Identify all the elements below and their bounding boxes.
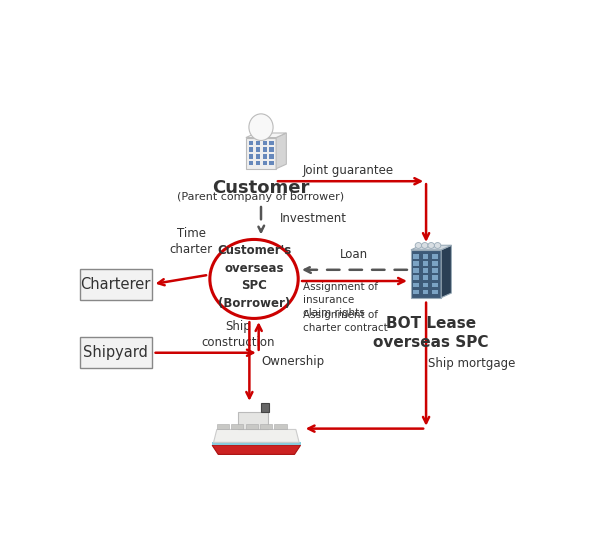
FancyArrowPatch shape (278, 178, 421, 184)
FancyArrowPatch shape (423, 302, 429, 423)
FancyBboxPatch shape (256, 154, 260, 159)
FancyBboxPatch shape (432, 261, 438, 266)
Text: Ownership: Ownership (261, 355, 324, 368)
Text: Ship mortgage: Ship mortgage (428, 356, 516, 370)
Text: Shipyard: Shipyard (83, 345, 148, 360)
Polygon shape (276, 133, 286, 168)
FancyBboxPatch shape (413, 282, 419, 287)
FancyBboxPatch shape (256, 161, 260, 165)
FancyBboxPatch shape (249, 161, 253, 165)
FancyBboxPatch shape (245, 424, 258, 429)
Circle shape (434, 242, 441, 248)
FancyBboxPatch shape (238, 412, 268, 429)
Polygon shape (212, 446, 301, 454)
FancyBboxPatch shape (423, 268, 428, 273)
Text: Time
charter: Time charter (170, 227, 213, 256)
FancyBboxPatch shape (423, 290, 428, 294)
FancyBboxPatch shape (432, 268, 438, 273)
FancyBboxPatch shape (80, 268, 152, 300)
FancyBboxPatch shape (413, 275, 419, 280)
Text: Assignment of
insurance
claim rights: Assignment of insurance claim rights (303, 282, 378, 318)
Ellipse shape (249, 114, 273, 140)
FancyBboxPatch shape (263, 140, 267, 145)
FancyBboxPatch shape (246, 138, 276, 168)
FancyBboxPatch shape (80, 337, 152, 368)
FancyBboxPatch shape (432, 254, 438, 259)
FancyBboxPatch shape (413, 254, 419, 259)
FancyBboxPatch shape (423, 282, 428, 287)
FancyArrowPatch shape (305, 267, 407, 273)
Polygon shape (441, 245, 451, 298)
FancyBboxPatch shape (260, 424, 272, 429)
FancyBboxPatch shape (261, 403, 269, 412)
Text: Customer: Customer (212, 179, 310, 197)
FancyBboxPatch shape (263, 161, 267, 165)
FancyBboxPatch shape (274, 424, 287, 429)
FancyBboxPatch shape (249, 140, 253, 145)
FancyArrowPatch shape (302, 278, 404, 284)
FancyBboxPatch shape (263, 147, 267, 152)
Text: BOT Lease
overseas SPC: BOT Lease overseas SPC (373, 316, 488, 350)
FancyBboxPatch shape (256, 147, 260, 152)
Text: Joint guarantee: Joint guarantee (302, 164, 394, 177)
FancyBboxPatch shape (269, 154, 274, 159)
FancyBboxPatch shape (432, 282, 438, 287)
FancyBboxPatch shape (249, 154, 253, 159)
FancyBboxPatch shape (263, 154, 267, 159)
Polygon shape (214, 429, 299, 442)
Circle shape (415, 242, 422, 248)
FancyBboxPatch shape (423, 261, 428, 266)
FancyBboxPatch shape (413, 268, 419, 273)
FancyBboxPatch shape (413, 290, 419, 294)
FancyBboxPatch shape (217, 424, 229, 429)
Circle shape (422, 242, 428, 248)
Text: Customer's
overseas
SPC
(Borrower): Customer's overseas SPC (Borrower) (217, 244, 291, 309)
FancyBboxPatch shape (269, 140, 274, 145)
FancyBboxPatch shape (256, 140, 260, 145)
FancyArrowPatch shape (423, 184, 429, 239)
Circle shape (428, 242, 434, 248)
Polygon shape (212, 442, 301, 446)
Text: (Parent company of borrower): (Parent company of borrower) (178, 192, 344, 201)
Text: Charterer: Charterer (80, 276, 151, 292)
FancyArrowPatch shape (308, 426, 423, 431)
FancyArrowPatch shape (155, 350, 253, 356)
FancyArrowPatch shape (256, 325, 262, 350)
Polygon shape (411, 245, 451, 250)
Text: Assignment of
charter contract: Assignment of charter contract (303, 310, 388, 333)
FancyBboxPatch shape (432, 275, 438, 280)
FancyArrowPatch shape (247, 322, 253, 398)
Circle shape (210, 239, 298, 319)
Text: Loan: Loan (340, 248, 368, 261)
FancyBboxPatch shape (432, 290, 438, 294)
FancyBboxPatch shape (249, 147, 253, 152)
FancyArrowPatch shape (258, 207, 264, 232)
FancyBboxPatch shape (423, 254, 428, 259)
FancyBboxPatch shape (411, 250, 441, 298)
FancyBboxPatch shape (269, 147, 274, 152)
FancyBboxPatch shape (413, 261, 419, 266)
Text: Ship
construction: Ship construction (201, 320, 275, 349)
Text: Investment: Investment (280, 212, 347, 225)
FancyBboxPatch shape (231, 424, 244, 429)
FancyBboxPatch shape (423, 275, 428, 280)
FancyArrowPatch shape (158, 275, 206, 285)
FancyBboxPatch shape (269, 161, 274, 165)
Polygon shape (246, 133, 286, 138)
